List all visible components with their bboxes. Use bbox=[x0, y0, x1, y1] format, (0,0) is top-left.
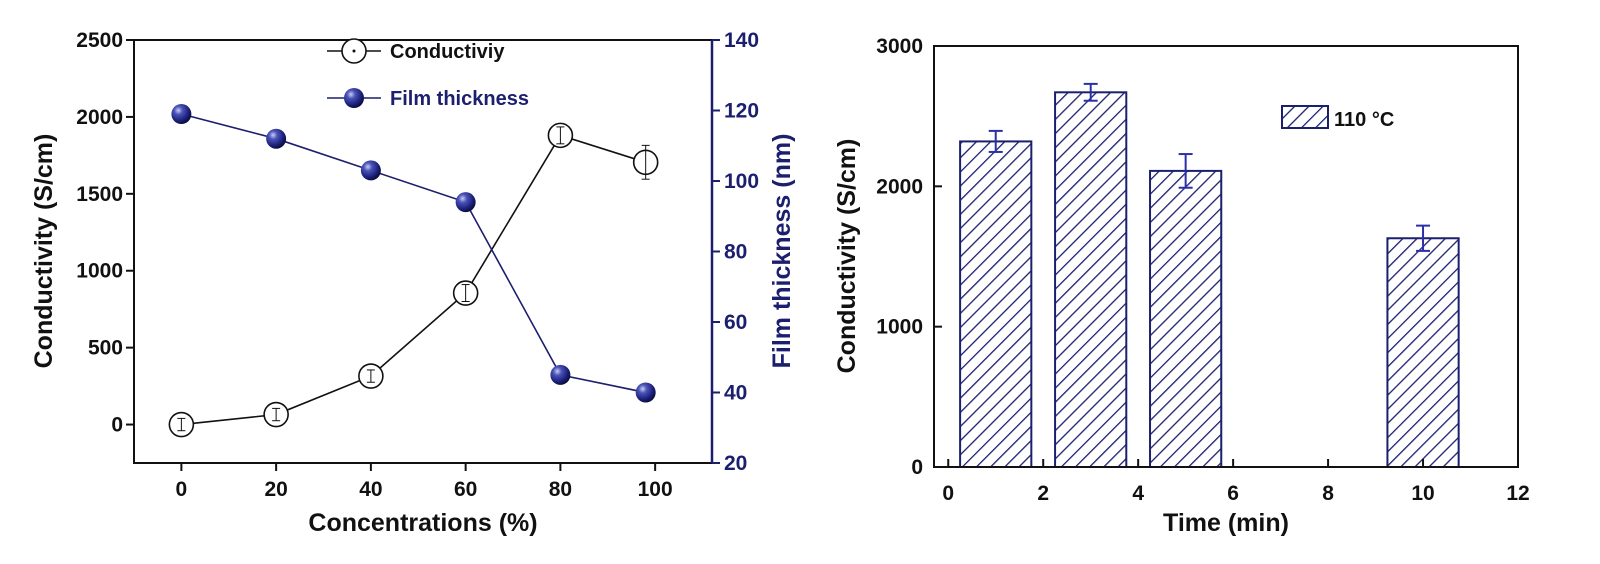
y-tick-label: 1000 bbox=[876, 316, 923, 339]
x-tick-label: 4 bbox=[1132, 482, 1144, 505]
x-tick-label: 80 bbox=[549, 478, 572, 501]
bar bbox=[959, 140, 1033, 468]
x-tick-label: 20 bbox=[264, 478, 287, 501]
x-tick-label: 8 bbox=[1322, 482, 1334, 505]
x-tick-label: 12 bbox=[1506, 482, 1529, 505]
x-tick-label: 0 bbox=[176, 478, 188, 501]
conductivity-line bbox=[181, 134, 646, 426]
conductivity-time-chart: 0 2 4 6 8 10 12 0 1000 2000 3000 Time (min) Conduc… bbox=[833, 35, 1530, 537]
legend-label: 110 °C bbox=[1334, 109, 1394, 131]
y-tick-label: 3000 bbox=[876, 35, 923, 58]
x-axis-title: Time (min) bbox=[1163, 509, 1289, 537]
x-tick-label: 60 bbox=[454, 478, 477, 501]
thickness-point bbox=[455, 192, 476, 213]
legend-marker-dot bbox=[352, 49, 356, 53]
thickness-point bbox=[635, 382, 656, 403]
y2-tick-label: 140 bbox=[724, 29, 759, 52]
y-axis-title: Conductivity (S/cm) bbox=[833, 139, 861, 374]
thickness-point bbox=[360, 160, 381, 181]
y2-tick-label: 20 bbox=[724, 452, 747, 475]
legend-swatch bbox=[1281, 105, 1329, 129]
x-tick-label: 40 bbox=[359, 478, 382, 501]
legend-marker-thickness bbox=[344, 88, 364, 108]
y-tick-label: 1000 bbox=[76, 260, 123, 283]
y2-tick-label: 80 bbox=[724, 241, 747, 264]
y-tick-label: 0 bbox=[111, 414, 123, 437]
legend-label-thickness: Film thickness bbox=[390, 88, 529, 110]
y2-tick-label: 60 bbox=[724, 311, 747, 334]
y-tick-label: 2000 bbox=[76, 106, 123, 129]
y2-axis-title: Film thickness (nm) bbox=[768, 134, 796, 369]
thickness-point bbox=[171, 104, 192, 125]
x-tick-label: 100 bbox=[638, 478, 673, 501]
thickness-point bbox=[550, 364, 571, 385]
x-tick-label: 2 bbox=[1037, 482, 1049, 505]
thickness-line bbox=[181, 113, 646, 394]
y-axis-title: Conductivity (S/cm) bbox=[30, 134, 58, 369]
y2-tick-label: 100 bbox=[724, 170, 759, 193]
y-tick-label: 2000 bbox=[876, 175, 923, 198]
x-axis-title: Concentrations (%) bbox=[308, 509, 537, 537]
conductivity-thickness-chart: 0 20 40 60 80 1000500100015002000250020406080… bbox=[30, 29, 796, 537]
legend: 110 °C bbox=[1281, 105, 1394, 131]
y-tick-label: 2500 bbox=[76, 29, 123, 52]
bar bbox=[1054, 91, 1128, 468]
x-tick-label: 6 bbox=[1227, 482, 1239, 505]
x-tick-label: 0 bbox=[942, 482, 954, 505]
y-tick-label: 1500 bbox=[76, 183, 123, 206]
y-tick-label: 500 bbox=[88, 337, 123, 360]
y2-tick-label: 120 bbox=[724, 100, 759, 123]
bar bbox=[1149, 169, 1223, 468]
x-tick-label: 10 bbox=[1411, 482, 1434, 505]
y-tick-label: 0 bbox=[911, 456, 923, 479]
thickness-point bbox=[266, 128, 287, 149]
bar bbox=[1386, 237, 1460, 468]
legend-label-conductivity: Conductiviy bbox=[390, 41, 505, 63]
plot-frame bbox=[933, 45, 1519, 468]
legend: Conductiviy Film thickness bbox=[327, 38, 529, 110]
y2-tick-label: 40 bbox=[724, 382, 747, 405]
